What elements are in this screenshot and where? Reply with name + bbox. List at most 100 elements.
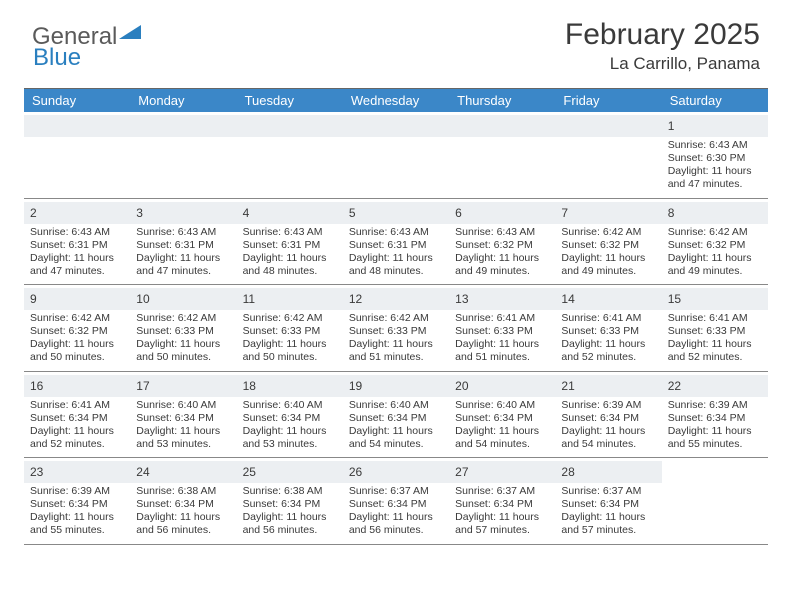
day-cell: 2Sunrise: 6:43 AMSunset: 6:31 PMDaylight… [24, 199, 130, 285]
day-number: 12 [349, 292, 362, 306]
day-number [30, 119, 33, 133]
daynum-row: 22 [662, 375, 768, 397]
daylight-text: Daylight: 11 hours and 51 minutes. [349, 338, 443, 364]
daylight-text: Daylight: 11 hours and 47 minutes. [30, 252, 124, 278]
dayheader-tue: Tuesday [237, 89, 343, 112]
sunset-text: Sunset: 6:34 PM [349, 498, 443, 511]
sunset-text: Sunset: 6:34 PM [243, 498, 337, 511]
sunset-text: Sunset: 6:34 PM [455, 498, 549, 511]
daynum-row: 21 [555, 375, 661, 397]
day-number: 18 [243, 379, 256, 393]
sunrise-text: Sunrise: 6:41 AM [455, 312, 549, 325]
sunrise-text: Sunrise: 6:43 AM [349, 226, 443, 239]
daynum-row: 13 [449, 288, 555, 310]
sunrise-text: Sunrise: 6:43 AM [668, 139, 762, 152]
daynum-row [555, 115, 661, 137]
sunset-text: Sunset: 6:34 PM [243, 412, 337, 425]
day-cell: 28Sunrise: 6:37 AMSunset: 6:34 PMDayligh… [555, 458, 661, 544]
day-details: Sunrise: 6:42 AMSunset: 6:32 PMDaylight:… [561, 226, 655, 279]
day-number: 19 [349, 379, 362, 393]
sunset-text: Sunset: 6:34 PM [136, 498, 230, 511]
day-cell: 12Sunrise: 6:42 AMSunset: 6:33 PMDayligh… [343, 285, 449, 371]
sunrise-text: Sunrise: 6:42 AM [349, 312, 443, 325]
daylight-text: Daylight: 11 hours and 53 minutes. [136, 425, 230, 451]
daylight-text: Daylight: 11 hours and 56 minutes. [243, 511, 337, 537]
daynum-row [130, 115, 236, 137]
daynum-row: 25 [237, 461, 343, 483]
dayheader-mon: Monday [130, 89, 236, 112]
day-details: Sunrise: 6:43 AMSunset: 6:31 PMDaylight:… [243, 226, 337, 279]
daylight-text: Daylight: 11 hours and 48 minutes. [349, 252, 443, 278]
day-details: Sunrise: 6:41 AMSunset: 6:34 PMDaylight:… [30, 399, 124, 452]
daylight-text: Daylight: 11 hours and 57 minutes. [561, 511, 655, 537]
logo-text-2: Blue [33, 44, 81, 72]
day-cell: 11Sunrise: 6:42 AMSunset: 6:33 PMDayligh… [237, 285, 343, 371]
sunrise-text: Sunrise: 6:42 AM [136, 312, 230, 325]
header: General February 2025 La Carrillo, Panam… [0, 0, 792, 82]
sunrise-text: Sunrise: 6:42 AM [561, 226, 655, 239]
sunrise-text: Sunrise: 6:43 AM [243, 226, 337, 239]
daynum-row: 24 [130, 461, 236, 483]
sunset-text: Sunset: 6:33 PM [668, 325, 762, 338]
sunrise-text: Sunrise: 6:42 AM [30, 312, 124, 325]
day-cell: 15 Sunrise: 6:41 AMSunset: 6:33 PMDayligh… [662, 285, 768, 371]
daylight-text: Daylight: 11 hours and 49 minutes. [668, 252, 762, 278]
daynum-row: 10 [130, 288, 236, 310]
daynum-row [662, 461, 768, 483]
day-cell: 1 Sunrise: 6:43 AMSunset: 6:30 PMDaylight… [662, 112, 768, 198]
sunrise-text: Sunrise: 6:40 AM [455, 399, 549, 412]
day-number: 10 [136, 292, 149, 306]
day-number: 2 [30, 206, 37, 220]
day-number [561, 119, 564, 133]
day-cell: 4Sunrise: 6:43 AMSunset: 6:31 PMDaylight… [237, 199, 343, 285]
sunset-text: Sunset: 6:34 PM [455, 412, 549, 425]
daylight-text: Daylight: 11 hours and 57 minutes. [455, 511, 549, 537]
daylight-text: Daylight: 11 hours and 52 minutes. [30, 425, 124, 451]
day-cell: 25Sunrise: 6:38 AMSunset: 6:34 PMDayligh… [237, 458, 343, 544]
day-cell: 24 Sunrise: 6:38 AMSunset: 6:34 PMDayligh… [130, 458, 236, 544]
week-row: 9Sunrise: 6:42 AMSunset: 6:32 PMDaylight… [24, 285, 768, 372]
sunrise-text: Sunrise: 6:42 AM [668, 226, 762, 239]
day-details: Sunrise: 6:38 AMSunset: 6:34 PMDaylight:… [243, 485, 337, 538]
daylight-text: Daylight: 11 hours and 52 minutes. [668, 338, 762, 364]
day-cell: 19Sunrise: 6:40 AMSunset: 6:34 PMDayligh… [343, 372, 449, 458]
day-details: Sunrise: 6:40 AMSunset: 6:34 PMDaylight:… [136, 399, 230, 452]
day-number: 1 [668, 119, 675, 133]
day-number: 15 [668, 292, 681, 306]
day-cell [237, 112, 343, 198]
sunset-text: Sunset: 6:32 PM [668, 239, 762, 252]
dayheader-fri: Friday [555, 89, 661, 112]
sunrise-text: Sunrise: 6:37 AM [455, 485, 549, 498]
daynum-row: 3 [130, 202, 236, 224]
daylight-text: Daylight: 11 hours and 47 minutes. [668, 165, 762, 191]
day-details: Sunrise: 6:41 AMSunset: 6:33 PMDaylight:… [561, 312, 655, 365]
weeks-container: 1 Sunrise: 6:43 AMSunset: 6:30 PMDaylight… [24, 112, 768, 545]
sunrise-text: Sunrise: 6:43 AM [455, 226, 549, 239]
location: La Carrillo, Panama [565, 54, 760, 74]
daynum-row: 11 [237, 288, 343, 310]
daynum-row: 2 [24, 202, 130, 224]
daynum-row: 8 [662, 202, 768, 224]
sunrise-text: Sunrise: 6:39 AM [561, 399, 655, 412]
day-cell [24, 112, 130, 198]
day-details: Sunrise: 6:41 AMSunset: 6:33 PMDaylight:… [668, 312, 762, 365]
daynum-row: 18 [237, 375, 343, 397]
sunrise-text: Sunrise: 6:40 AM [243, 399, 337, 412]
day-number: 16 [30, 379, 43, 393]
daynum-row: 9 [24, 288, 130, 310]
day-headers: Sunday Monday Tuesday Wednesday Thursday… [24, 89, 768, 112]
day-details: Sunrise: 6:38 AMSunset: 6:34 PMDaylight:… [136, 485, 230, 538]
day-details: Sunrise: 6:43 AMSunset: 6:30 PMDaylight:… [668, 139, 762, 192]
dayheader-thu: Thursday [449, 89, 555, 112]
daynum-row: 20 [449, 375, 555, 397]
day-number: 9 [30, 292, 37, 306]
daynum-row: 6 [449, 202, 555, 224]
day-details: Sunrise: 6:43 AMSunset: 6:32 PMDaylight:… [455, 226, 549, 279]
sunrise-text: Sunrise: 6:39 AM [30, 485, 124, 498]
logo-triangle-icon [119, 18, 141, 46]
day-cell: 21Sunrise: 6:39 AMSunset: 6:34 PMDayligh… [555, 372, 661, 458]
day-number: 24 [136, 465, 149, 479]
daylight-text: Daylight: 11 hours and 54 minutes. [455, 425, 549, 451]
title-block: February 2025 La Carrillo, Panama [565, 18, 760, 74]
daylight-text: Daylight: 11 hours and 54 minutes. [349, 425, 443, 451]
